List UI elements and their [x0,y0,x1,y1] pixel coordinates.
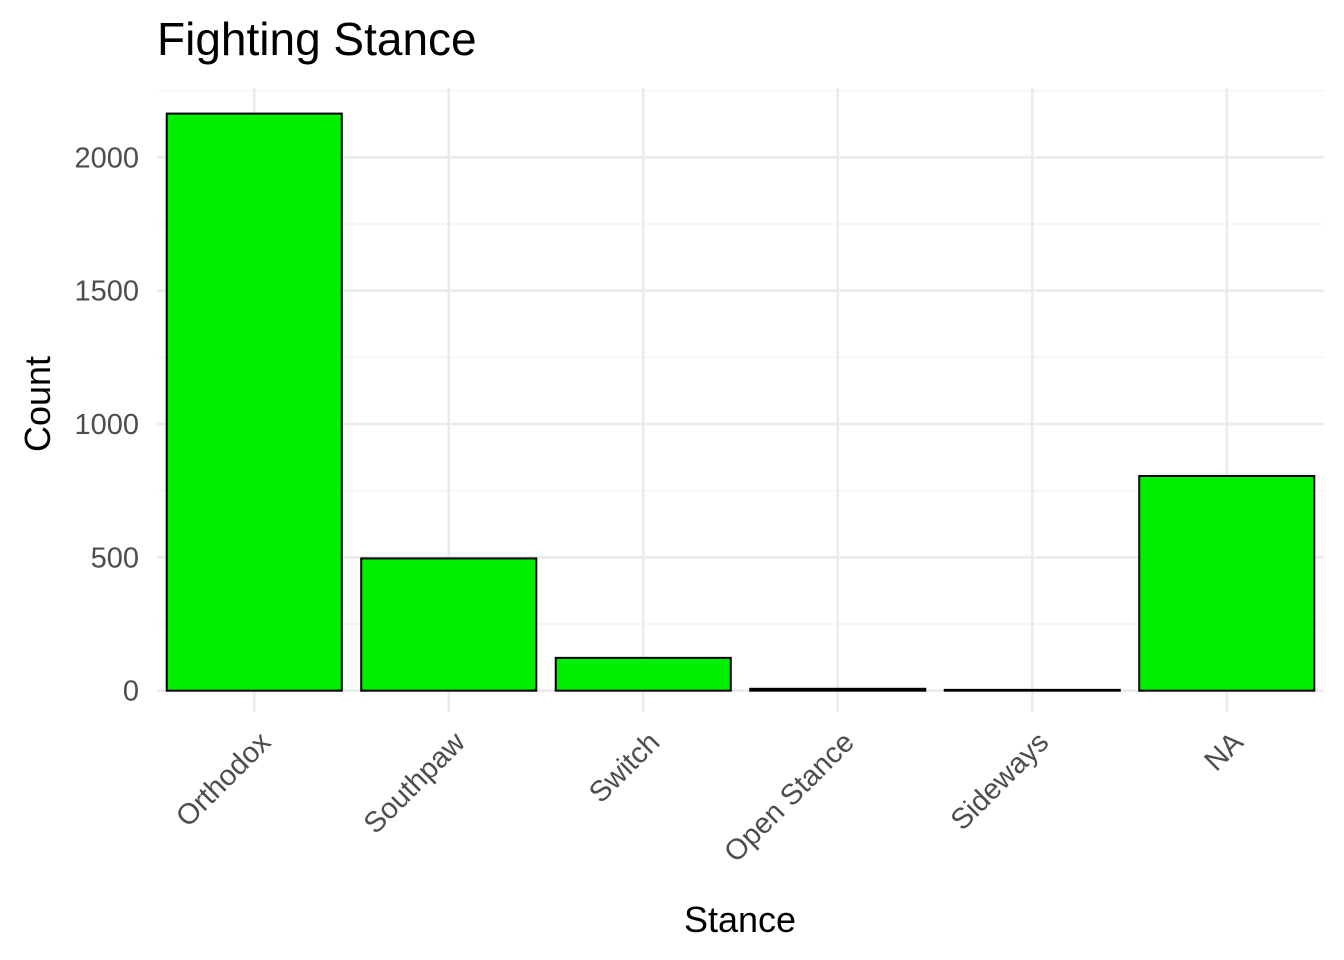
x-axis-title: Stance [684,899,796,940]
chart-title: Fighting Stance [157,13,477,65]
bars [165,112,1316,692]
y-axis-ticks: 0 500 1000 1500 2000 [74,142,139,707]
y-tick-label: 500 [91,542,139,574]
bar-na [1138,475,1316,692]
x-tick-label: Switch [583,726,666,809]
x-tick-label: Orthodox [170,726,277,833]
y-tick-label: 1000 [74,409,139,441]
bar-orthodox [165,112,343,692]
bar-open-stance [749,687,927,692]
y-tick-label: 0 [123,676,139,708]
bar-southpaw [360,557,538,692]
bar-switch [554,656,732,692]
x-tick-label: NA [1199,726,1251,778]
y-tick-label: 2000 [74,142,139,174]
x-tick-label: Open Stance [718,726,860,868]
bar-sideways [943,688,1121,692]
y-tick-label: 1500 [74,276,139,308]
x-tick-label: Southpaw [358,726,473,841]
x-axis-ticks: Orthodox Southpaw Switch Open Stance Sideway… [170,726,1250,869]
y-axis-title: Count [17,356,58,452]
x-tick-label: Sideways [945,726,1055,836]
